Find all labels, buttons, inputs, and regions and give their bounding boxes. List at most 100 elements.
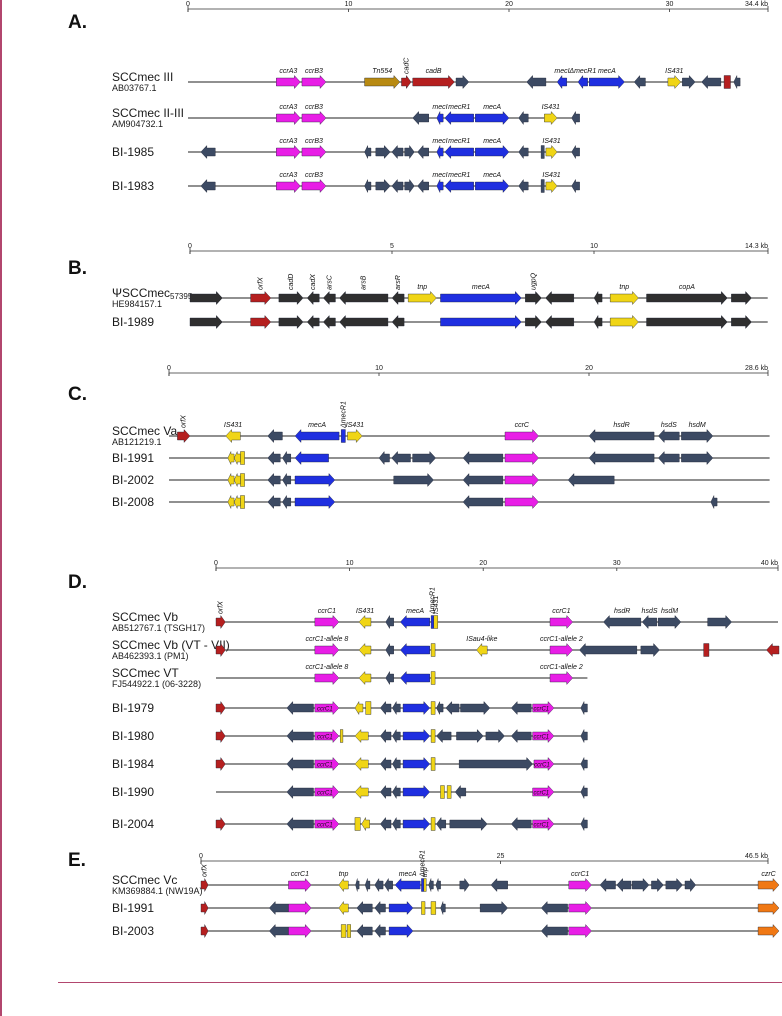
- gene-label: IS431: [542, 172, 560, 179]
- gene-label: ccrC1: [534, 763, 550, 769]
- gene-label: ccrC1: [552, 608, 570, 615]
- gene-arrow: [532, 816, 555, 832]
- row-name: BI-2002: [112, 473, 154, 487]
- gene-label: ccrC1: [317, 823, 333, 829]
- gene-arrow: [658, 614, 682, 630]
- gene-arrow: [358, 614, 372, 630]
- gene-label: tnp: [339, 871, 349, 878]
- gene-arrow: [428, 878, 434, 892]
- gene-arrow: [449, 816, 488, 832]
- gene-arrow: [294, 494, 336, 510]
- gene-label: ΔmecR1: [420, 850, 427, 878]
- scale-bar-E: 0 25 46.5 kb: [199, 853, 769, 864]
- gene-label: tnp: [619, 284, 629, 291]
- gene-arrow: [490, 877, 508, 893]
- gene-arrow: [384, 877, 393, 893]
- gene-arrow: [651, 877, 664, 893]
- gene-arrow: [545, 144, 558, 160]
- track-D-1: SCCmec Vb (VT - VII)AB462393.1 (PM1) ccrC…: [112, 636, 780, 661]
- gene-label: mecI: [432, 104, 447, 111]
- gene-arrow: [430, 615, 434, 629]
- gene-arrow: [430, 901, 437, 915]
- gene-arrow: [430, 757, 436, 771]
- gene-label: Tn554: [372, 68, 392, 75]
- bottom-rule: [58, 982, 782, 983]
- gene-arrow: [684, 877, 697, 893]
- gene-arrow: [475, 178, 510, 194]
- gene-arrow: [475, 110, 510, 126]
- gene-arrow: [593, 314, 603, 330]
- gene-arrow: [436, 728, 452, 744]
- gene-arrow: [189, 290, 223, 306]
- gene-arrow: [380, 700, 392, 716]
- gene-label: orfX: [218, 601, 225, 614]
- gene-label: ccrB3: [305, 68, 323, 75]
- gene-label: ccrC1-allele 8: [305, 636, 348, 643]
- gene-arrow: [580, 817, 588, 831]
- gene-arrow: [364, 145, 372, 159]
- gene-label: cadC: [403, 57, 410, 74]
- gene-arrow: [347, 428, 363, 444]
- scale-end-label: 14.3 kb: [745, 243, 768, 250]
- gene-arrow: [455, 74, 470, 90]
- gene-arrow: [504, 428, 539, 444]
- gene-arrow: [731, 314, 752, 330]
- gene-arrow: [286, 700, 314, 716]
- gene-arrow: [227, 495, 235, 509]
- gene-label: ccrC1-allele 2: [540, 664, 583, 671]
- gene-arrow: [462, 494, 504, 510]
- gene-arrow: [580, 701, 588, 715]
- gene-arrow: [667, 74, 682, 90]
- scale-tick-label: 20: [479, 560, 487, 567]
- gene-arrow: [227, 451, 235, 465]
- gene-arrow: [532, 700, 555, 716]
- panel-label-C: C.: [68, 384, 87, 405]
- gene-label: ccrB3: [305, 172, 323, 179]
- gene-label: hsdM: [661, 608, 678, 615]
- row-name: SCCmec Vb: [112, 610, 178, 624]
- gene-label: hsdS: [661, 422, 677, 429]
- gene-label: orfX: [202, 864, 209, 877]
- gene-arrow: [436, 701, 444, 715]
- gene-arrow: [518, 110, 529, 126]
- gene-arrow: [459, 877, 470, 893]
- row-name: SCCmec II-III: [112, 106, 184, 120]
- scale-tick-label: 0: [167, 365, 171, 372]
- gene-arrow: [510, 816, 532, 832]
- panel-label-D: D.: [68, 572, 87, 593]
- gene-arrow: [374, 900, 386, 916]
- row-name: BI-1979: [112, 701, 154, 715]
- gene-arrow: [641, 614, 658, 630]
- gene-arrow: [646, 314, 728, 330]
- gene-arrow: [544, 110, 558, 126]
- gene-arrow: [444, 178, 474, 194]
- gene-arrow: [392, 700, 401, 716]
- gene-label: ccrC1: [533, 823, 549, 829]
- track-D-6: BI-1990 ccrC1 ccrC1: [112, 784, 588, 800]
- gene-arrow: [358, 670, 372, 686]
- gene-arrow: [540, 179, 545, 193]
- gene-arrow: [412, 74, 455, 90]
- gene-arrow: [580, 757, 588, 771]
- gene-arrow: [301, 178, 327, 194]
- gene-label: arsR: [395, 275, 402, 290]
- gene-label: mecR1: [448, 172, 470, 179]
- gene-label: ccrC1: [291, 871, 309, 878]
- gene-arrow: [525, 290, 542, 306]
- track-D-4: BI-1980 ccrC1 ccrC1: [112, 728, 588, 744]
- gene-arrow: [412, 450, 436, 466]
- gene-label: ccrC1: [533, 791, 549, 797]
- gene-arrow: [589, 74, 625, 90]
- gene-arrow: [314, 700, 340, 716]
- scale-end-label: 40 kb: [761, 560, 778, 567]
- gene-arrow: [314, 728, 340, 744]
- gene-arrow: [430, 729, 436, 743]
- gene-arrow: [323, 314, 336, 330]
- gene-arrow: [306, 290, 320, 306]
- gene-arrow: [227, 473, 235, 487]
- scale-end-label: 34.4 kb: [745, 1, 768, 8]
